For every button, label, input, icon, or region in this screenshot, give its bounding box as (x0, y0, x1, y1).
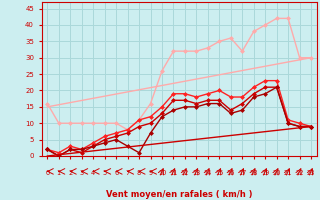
X-axis label: Vent moyen/en rafales ( km/h ): Vent moyen/en rafales ( km/h ) (106, 190, 252, 199)
